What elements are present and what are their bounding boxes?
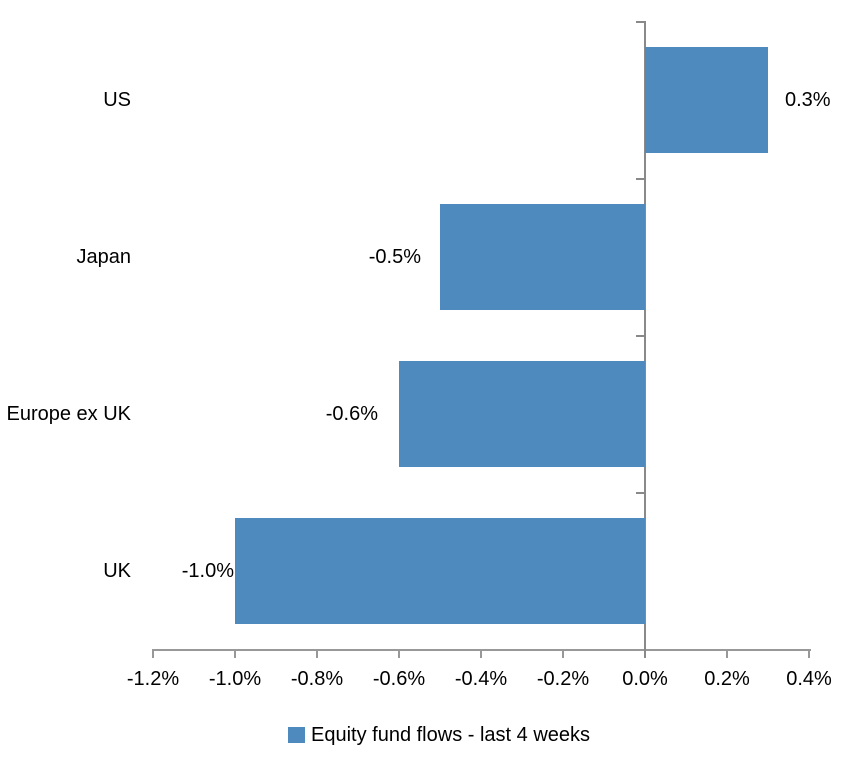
x-axis-tick bbox=[480, 649, 482, 658]
category-label-us: US bbox=[103, 89, 131, 111]
data-label-uk: -1.0% bbox=[181, 560, 234, 582]
x-axis-tick-label: -1.0% bbox=[208, 668, 262, 690]
category-label-japan: Japan bbox=[76, 246, 132, 268]
x-axis-tick bbox=[398, 649, 400, 658]
x-axis-tick-label: -0.2% bbox=[536, 668, 590, 690]
zero-axis-line bbox=[644, 21, 646, 658]
x-axis-tick-label: -0.8% bbox=[290, 668, 344, 690]
legend-label: Equity fund flows - last 4 weeks bbox=[311, 724, 591, 746]
x-axis-line bbox=[153, 649, 811, 651]
data-label-japan: -0.5% bbox=[368, 246, 421, 268]
bar-uk bbox=[235, 518, 645, 624]
data-label-us: 0.3% bbox=[785, 89, 831, 111]
x-axis-tick-label: -0.4% bbox=[454, 668, 508, 690]
bar-europe-ex-uk bbox=[399, 361, 645, 467]
category-label-uk: UK bbox=[103, 560, 131, 582]
category-label-europe-ex-uk: Europe ex UK bbox=[6, 403, 131, 425]
category-boundary-tick bbox=[636, 492, 644, 494]
category-boundary-tick bbox=[636, 178, 644, 180]
x-axis-tick-label: 0.2% bbox=[704, 668, 750, 690]
x-axis-tick bbox=[808, 649, 810, 658]
x-axis-tick bbox=[234, 649, 236, 658]
bar-us bbox=[645, 47, 768, 153]
x-axis-tick-label: 0.0% bbox=[622, 668, 668, 690]
x-axis-tick-label: -1.2% bbox=[126, 668, 180, 690]
x-axis-tick bbox=[726, 649, 728, 658]
x-axis-tick-label: -0.6% bbox=[372, 668, 426, 690]
legend: Equity fund flows - last 4 weeks bbox=[288, 723, 590, 747]
legend-swatch-icon bbox=[288, 727, 305, 743]
bar-japan bbox=[440, 204, 645, 310]
x-axis-tick bbox=[316, 649, 318, 658]
category-boundary-tick bbox=[636, 335, 644, 337]
x-axis-tick bbox=[152, 649, 154, 658]
x-axis-tick bbox=[562, 649, 564, 658]
data-label-europe-ex-uk: -0.6% bbox=[325, 403, 378, 425]
x-axis-tick-label: 0.4% bbox=[786, 668, 832, 690]
category-boundary-tick bbox=[636, 21, 644, 23]
